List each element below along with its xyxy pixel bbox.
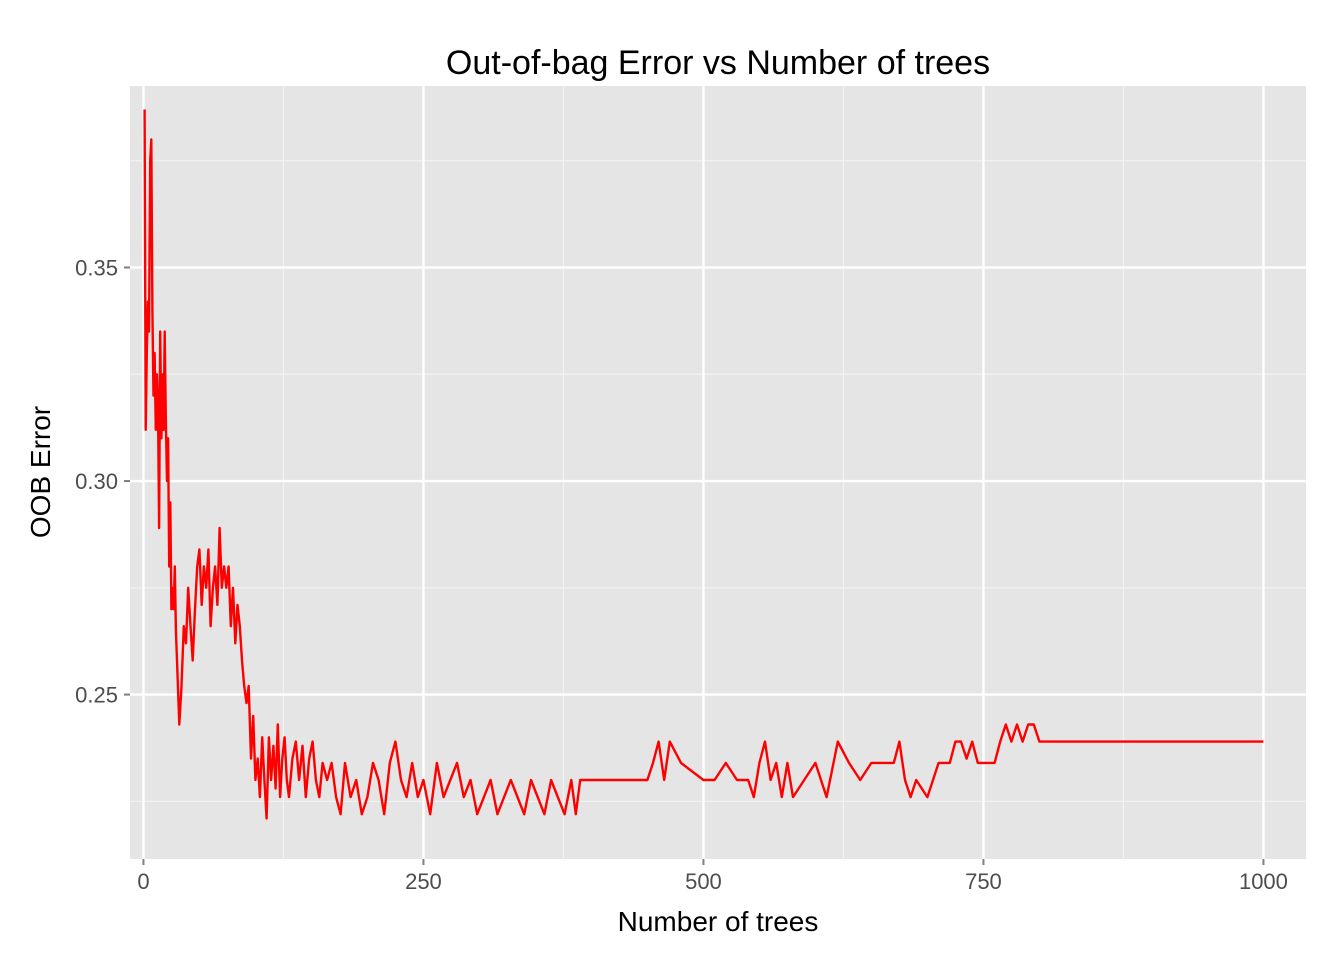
x-tick-label: 1000 <box>1239 869 1288 894</box>
x-axis-title: Number of trees <box>618 906 819 937</box>
plot-background <box>130 86 1306 859</box>
oob-error-line <box>143 109 1264 820</box>
minor-grid <box>130 86 1306 859</box>
y-tick-label: 0.25 <box>75 683 118 708</box>
x-tick-label: 0 <box>137 869 149 894</box>
x-tick-label: 500 <box>685 869 722 894</box>
y-axis-ticks: 0.25 0.30 0.35 <box>75 256 130 708</box>
y-tick-label: 0.35 <box>75 256 118 281</box>
x-tick-label: 250 <box>405 869 442 894</box>
y-axis-title: OOB Error <box>25 406 56 538</box>
chart-title: Out-of-bag Error vs Number of trees <box>446 44 990 82</box>
y-tick-label: 0.30 <box>75 469 118 494</box>
x-axis-ticks: 0 250 500 750 1000 <box>137 859 1288 894</box>
major-grid <box>130 86 1306 859</box>
x-tick-label: 750 <box>965 869 1002 894</box>
